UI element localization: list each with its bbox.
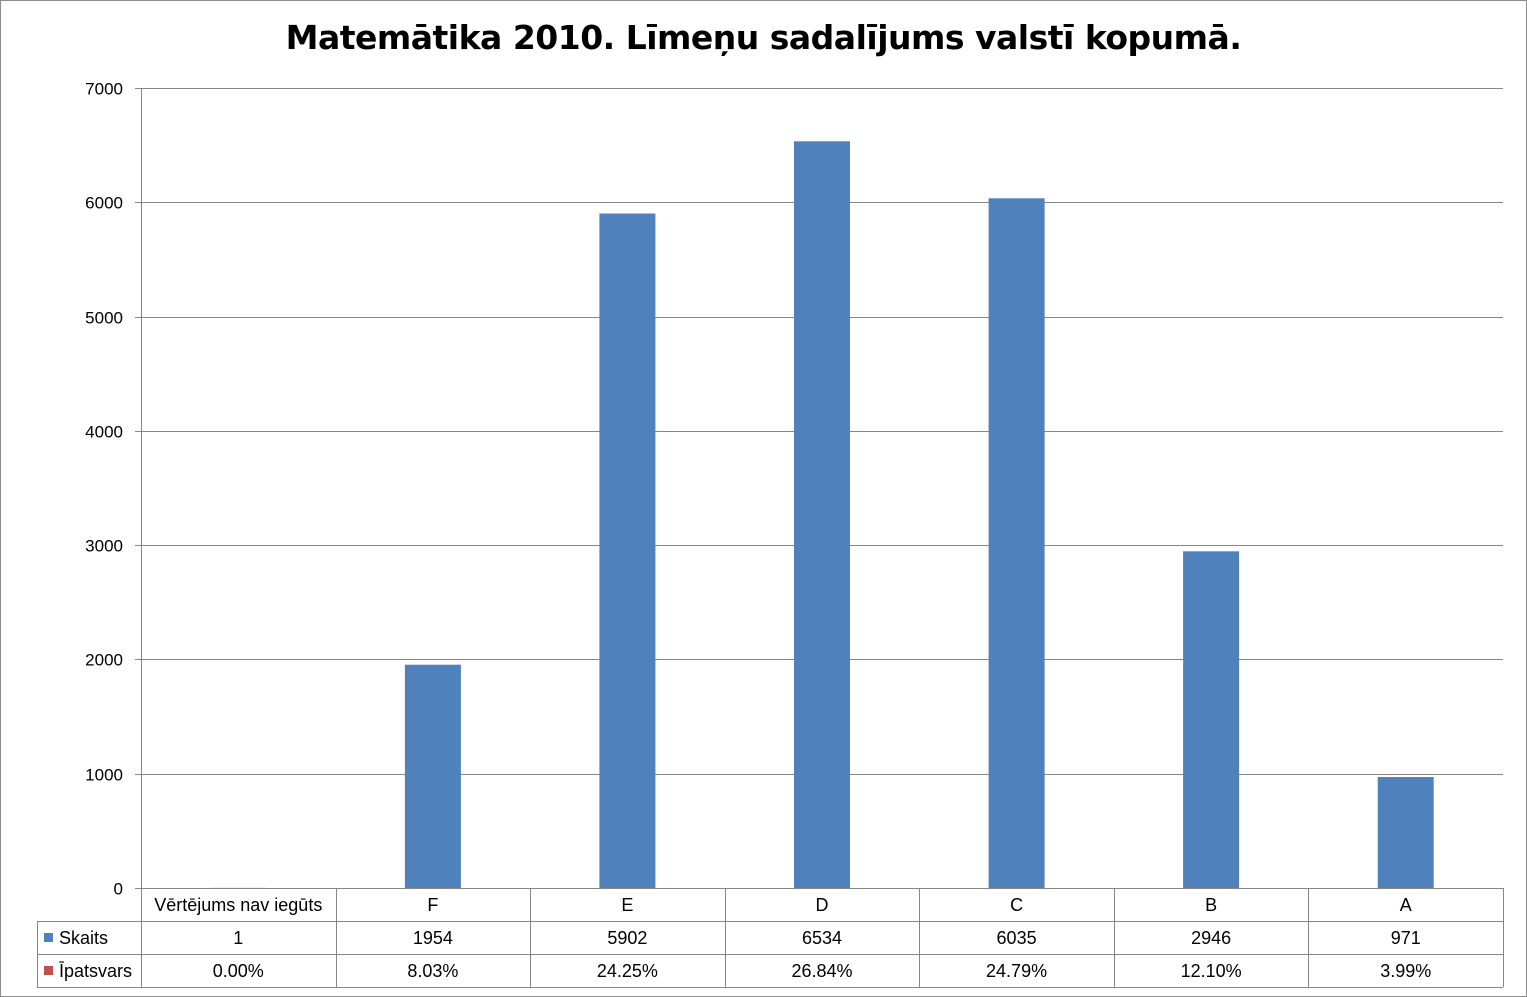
category-label: Vērtējums nav iegūts (154, 895, 322, 915)
data-label: 8.03% (407, 961, 458, 981)
legend-key-ipatsvars (44, 966, 53, 975)
chart-title: Matemātika 2010. Līmeņu sadalījums valst… (285, 18, 1242, 57)
category-label: E (621, 895, 633, 915)
y-tick-label: 1000 (85, 766, 123, 785)
data-label: 12.10% (1181, 961, 1242, 981)
data-label: 1 (233, 928, 243, 948)
bar-skaits-f (404, 664, 461, 888)
y-tick-label: 2000 (85, 651, 123, 670)
category-label: F (427, 895, 438, 915)
legend-label-skaits: Skaits (59, 928, 108, 948)
y-tick-label: 4000 (85, 423, 123, 442)
category-label: D (816, 895, 829, 915)
y-tick-label: 5000 (85, 309, 123, 328)
bar-skaits-b (1183, 551, 1240, 888)
legend-key-skaits (44, 933, 53, 942)
data-label: 3.99% (1380, 961, 1431, 981)
category-label: B (1205, 895, 1217, 915)
bar-skaits-d (794, 141, 850, 889)
y-tick-label: 7000 (85, 80, 123, 99)
data-label: 26.84% (791, 961, 852, 981)
y-tick-label: 3000 (85, 537, 123, 556)
data-label: 24.25% (597, 961, 658, 981)
legend-label-ipatsvars: Īpatsvars (59, 961, 132, 981)
data-label: 1954 (413, 928, 453, 948)
data-label: 0.00% (213, 961, 264, 981)
data-label: 971 (1391, 928, 1421, 948)
y-tick-label: 6000 (85, 194, 123, 213)
bar-skaits-e (599, 213, 656, 888)
data-label: 5902 (607, 928, 647, 948)
category-label: A (1400, 895, 1412, 915)
bar-skaits-a (1377, 777, 1434, 888)
data-label: 6035 (997, 928, 1037, 948)
data-label: 6534 (802, 928, 842, 948)
data-label: 24.79% (986, 961, 1047, 981)
category-label: C (1010, 895, 1023, 915)
data-label: 2946 (1191, 928, 1231, 948)
y-tick-label: 0 (114, 880, 123, 899)
bar-skaits-c (988, 198, 1045, 889)
